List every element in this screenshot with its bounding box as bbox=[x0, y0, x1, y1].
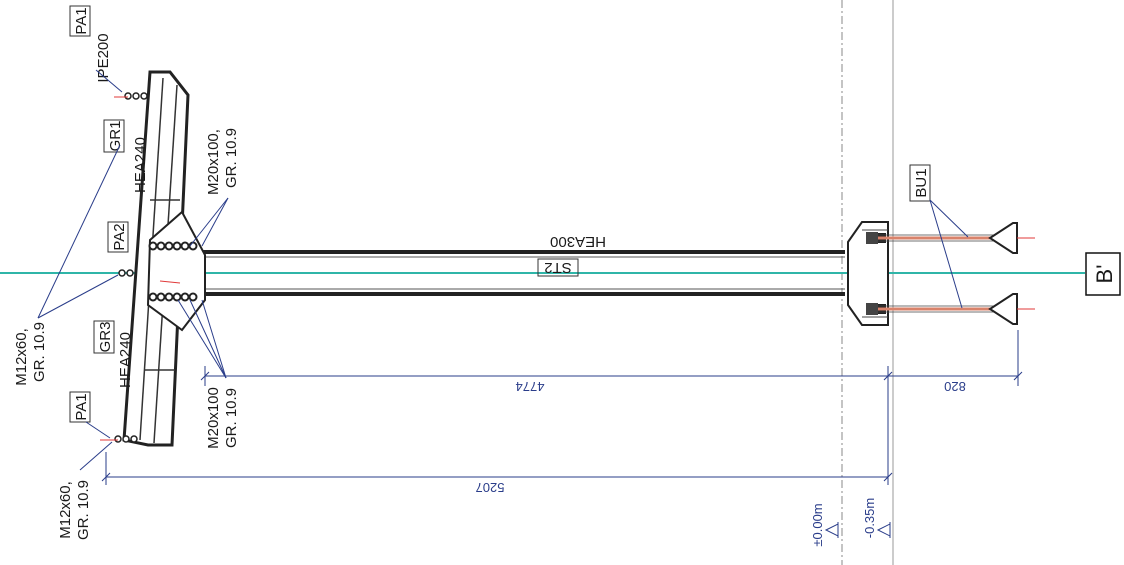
label-m20-top-2: GR. 10.9 bbox=[223, 128, 240, 188]
label-pa2: PA2 bbox=[111, 223, 128, 250]
label-m20-bot-2: GR. 10.9 bbox=[223, 388, 240, 448]
leader-m20-bot-a bbox=[189, 299, 227, 379]
label-m12-mid-1: M12x60, bbox=[13, 328, 30, 386]
tag-box-pa2 bbox=[107, 221, 129, 253]
leader-bu1-b bbox=[929, 199, 963, 309]
purlin-bolts-top bbox=[114, 92, 148, 100]
label-m20-top-1: M20x100, bbox=[205, 129, 222, 195]
leader-m20-top-b bbox=[201, 197, 229, 247]
tag-box-pa1-top bbox=[69, 5, 91, 37]
level-minus: -0.35m bbox=[862, 498, 877, 538]
level-marker-zero bbox=[824, 522, 839, 538]
tag-box-st2 bbox=[537, 258, 579, 277]
leader-m12-mid-b bbox=[37, 274, 119, 319]
tag-box-pa1-bottom bbox=[69, 391, 91, 423]
label-m12-bot-2: GR. 10.9 bbox=[75, 480, 92, 540]
leader-pa1-top bbox=[95, 69, 123, 93]
purlin-bolts-mid bbox=[118, 269, 181, 284]
label-bu1: BU1 bbox=[913, 168, 930, 197]
tag-box-bu1 bbox=[909, 164, 931, 202]
purlin-bolts-bottom bbox=[100, 435, 138, 443]
level-marker-minus bbox=[876, 522, 891, 538]
label-hea240-top: HEA240 bbox=[132, 137, 149, 193]
leader-pa1-bottom bbox=[85, 421, 111, 439]
dimension-820: 820 bbox=[944, 379, 966, 394]
dimension-line-upper bbox=[200, 330, 1023, 386]
axis-label-box bbox=[1085, 252, 1121, 296]
label-m12-mid-2: GR. 10.9 bbox=[31, 322, 48, 382]
label-pa1-bottom: PA1 bbox=[73, 393, 90, 420]
label-hea240-bottom: HEA240 bbox=[117, 332, 134, 388]
bolt-group-bottom bbox=[148, 292, 198, 302]
tag-box-gr3 bbox=[93, 320, 115, 354]
level-zero: ±0.00m bbox=[810, 503, 825, 546]
label-gr3: GR3 bbox=[97, 322, 114, 353]
tag-box-gr1 bbox=[103, 119, 125, 153]
label-pa1-top: PA1 bbox=[73, 7, 90, 34]
label-hea300: HEA300 bbox=[550, 233, 606, 250]
label-st2: ST2 bbox=[544, 259, 572, 276]
label-ipe200: IPE200 bbox=[95, 33, 112, 82]
dimension-4774: 4774 bbox=[516, 379, 545, 394]
label-gr1: GR1 bbox=[107, 121, 124, 152]
leader-m20-bot-c bbox=[177, 299, 227, 379]
leader-m12-mid-a bbox=[37, 144, 121, 319]
dimension-5207: 5207 bbox=[476, 480, 505, 495]
leader-bu1-a bbox=[929, 199, 969, 238]
label-m20-bot-1: M20x100 bbox=[205, 387, 222, 449]
leader-m12-bot bbox=[79, 441, 113, 471]
axis-label-b-prime: B' bbox=[1092, 265, 1117, 284]
leader-m20-top-a bbox=[189, 197, 229, 247]
beam-st2 bbox=[200, 250, 845, 296]
anchor-rods-bu1 bbox=[878, 222, 1035, 325]
dimension-line-lower bbox=[101, 386, 893, 485]
label-m12-bot-1: M12x60, bbox=[57, 481, 74, 539]
leader-m20-bot-b bbox=[201, 299, 227, 379]
